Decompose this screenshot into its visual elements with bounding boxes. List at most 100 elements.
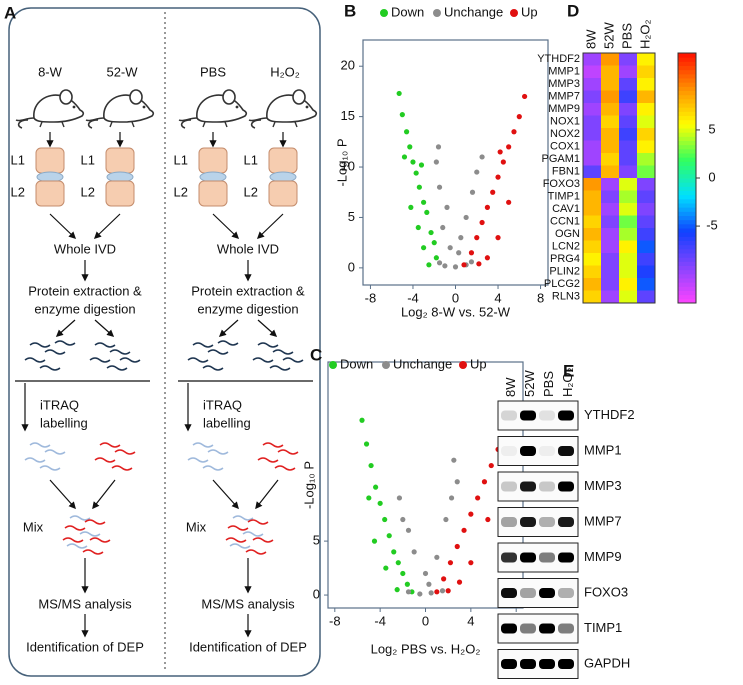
legend-label: Up: [521, 4, 538, 19]
row-label: MMP7: [548, 91, 580, 103]
x-tick-label: -4: [407, 290, 419, 305]
point: [391, 549, 397, 555]
colorbar-step: [678, 223, 696, 229]
point: [410, 159, 416, 165]
colorbar-step: [678, 278, 696, 283]
point: [404, 581, 410, 587]
label: iTRAQ: [203, 397, 242, 412]
point: [421, 199, 427, 205]
point: [436, 260, 443, 266]
heat-cell: [637, 115, 656, 129]
x-tick-label: -4: [374, 613, 386, 628]
colorbar-step: [678, 219, 696, 225]
point: [359, 417, 365, 423]
heat-cell: [583, 65, 602, 79]
point: [396, 90, 402, 97]
peptide: [207, 349, 229, 355]
point: [416, 184, 422, 190]
band: [558, 659, 574, 669]
point: [484, 255, 490, 261]
point: [468, 259, 475, 265]
heat-cell: [583, 228, 602, 241]
point: [444, 204, 450, 210]
row-label: FOXO3: [543, 178, 580, 190]
point: [463, 214, 469, 221]
row-label: MMP3: [548, 78, 580, 90]
band: [558, 517, 574, 527]
label: iTRAQ: [40, 397, 79, 412]
vertebra: [35, 180, 65, 207]
colorbar-step: [678, 282, 696, 287]
y-tick-label: 20: [341, 58, 355, 73]
mouse: [85, 89, 155, 129]
band: [558, 552, 574, 563]
mouse: [15, 89, 85, 129]
band: [520, 517, 536, 527]
heat-cell: [619, 215, 638, 229]
heat-cell: [619, 165, 638, 179]
band: [520, 659, 536, 669]
legend-label: Unchange: [444, 4, 503, 19]
label: L2: [81, 184, 95, 199]
vertebra: [105, 147, 135, 174]
peptide: [39, 365, 61, 371]
point: [363, 441, 370, 447]
colorbar-step: [678, 157, 696, 162]
x-tick-label: -8: [329, 613, 341, 628]
point: [481, 479, 488, 485]
colorbar-step: [678, 119, 696, 125]
band: [501, 588, 517, 598]
heat-cell: [619, 228, 638, 241]
point: [368, 462, 374, 469]
arrow: [212, 213, 240, 239]
panel-frame: [8, 7, 321, 677]
point: [443, 516, 449, 523]
colorbar-step: [678, 123, 696, 129]
point: [490, 189, 496, 195]
heat-cell: [583, 290, 602, 304]
point: [506, 144, 512, 150]
heat-cell: [583, 115, 602, 129]
panel-letter: E: [563, 361, 574, 380]
arrow: [93, 213, 121, 239]
band: [539, 446, 555, 456]
heat-cell: [637, 128, 656, 141]
peptide: [109, 349, 131, 355]
label: Protein extraction &: [28, 283, 142, 298]
peptide: [232, 515, 254, 521]
point: [516, 114, 522, 120]
peptide: [252, 357, 274, 363]
point: [456, 250, 462, 256]
colorbar-step: [678, 136, 696, 141]
point: [506, 199, 512, 205]
heat-cell: [637, 165, 656, 179]
y-tick-label: 5: [313, 533, 320, 548]
heat-cell: [601, 228, 620, 241]
point: [468, 560, 474, 566]
peptide: [192, 342, 214, 348]
colorbar-step: [678, 144, 696, 150]
label: labelling: [203, 415, 251, 430]
arrow: [218, 319, 239, 337]
point: [386, 533, 392, 539]
colorbar-step: [678, 140, 696, 146]
colorbar-step: [678, 128, 696, 133]
band: [520, 446, 536, 456]
point: [394, 587, 400, 593]
heat-cell: [637, 178, 656, 191]
band: [501, 481, 517, 492]
heat-cell: [583, 265, 602, 279]
heat-cell: [619, 103, 638, 116]
heat-cell: [619, 90, 638, 104]
point: [411, 549, 417, 555]
point: [433, 255, 439, 261]
row-label: CCN1: [550, 216, 580, 228]
point: [447, 560, 454, 566]
colorbar-step: [678, 169, 696, 175]
heat-cell: [583, 153, 602, 166]
label: Protein extraction &: [191, 283, 305, 298]
heat-cell: [637, 215, 656, 229]
peptide: [114, 449, 136, 455]
colorbar-step: [678, 153, 696, 158]
point: [408, 204, 414, 210]
